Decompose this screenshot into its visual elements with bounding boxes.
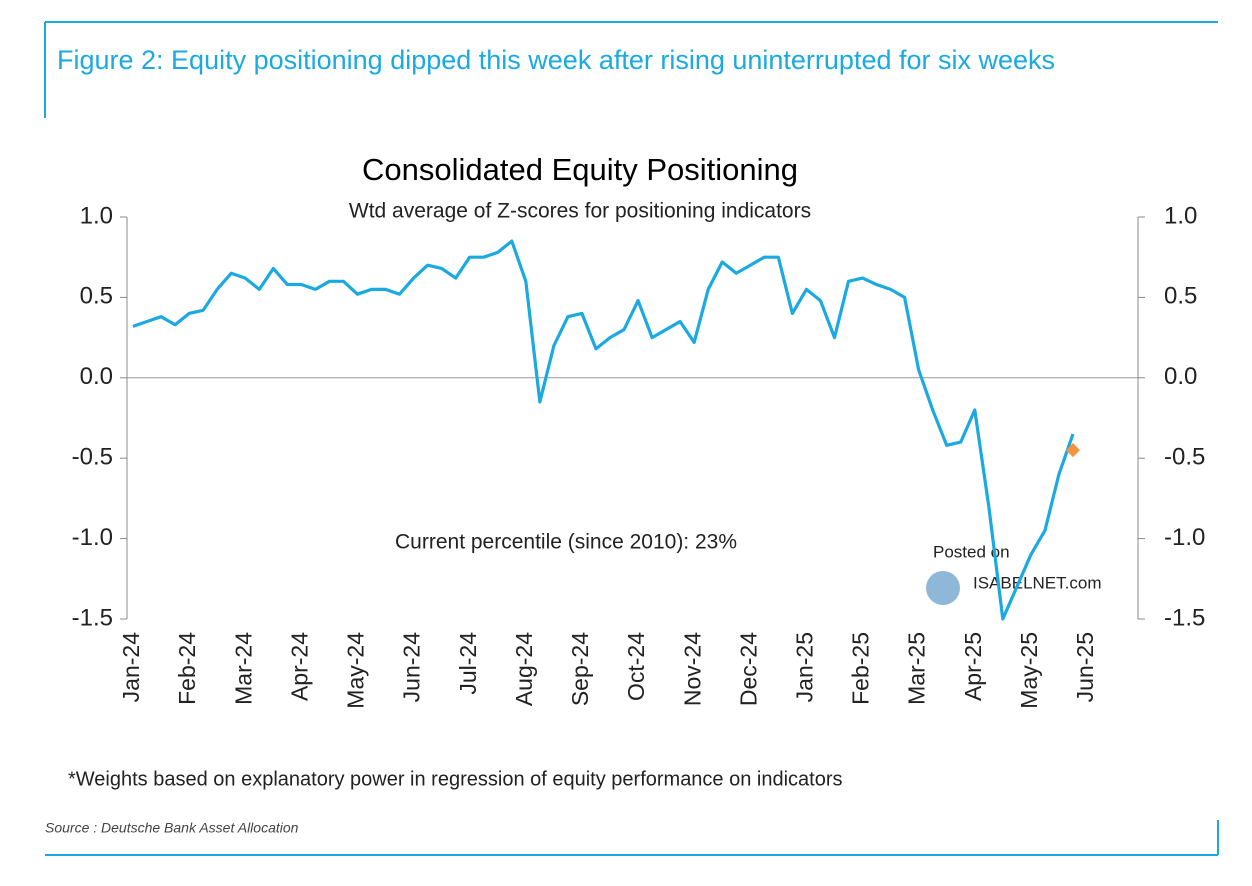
y-tick-label: 1.0: [80, 202, 113, 229]
x-tick-label: May-25: [1016, 632, 1042, 709]
watermark: Posted on: [933, 542, 1010, 561]
y-tick-label: 0.0: [80, 363, 113, 390]
x-tick-label: Jun-24: [399, 632, 425, 703]
y2-tick-label: -1.0: [1164, 524, 1205, 551]
watermark: ISABELNET.com: [973, 573, 1102, 592]
y2-tick-label: 1.0: [1164, 202, 1197, 229]
x-tick-label: Jul-24: [455, 632, 481, 695]
x-tick-label: Sep-24: [567, 632, 593, 706]
y2-tick-label: 0.0: [1164, 363, 1197, 390]
x-tick-label: Jun-25: [1072, 632, 1098, 702]
x-tick-label: Jan-24: [118, 632, 144, 703]
x-tick-label: Mar-24: [230, 632, 256, 705]
x-tick-label: Apr-24: [286, 632, 312, 701]
y2-tick-label: -1.5: [1164, 604, 1205, 631]
source: Source : Deutsche Bank Asset Allocation: [45, 820, 299, 836]
x-tick-label: Aug-24: [511, 632, 537, 706]
y-tick-label: -1.0: [72, 524, 113, 551]
y2-tick-label: 0.5: [1164, 283, 1197, 310]
y-tick-label: -0.5: [72, 444, 113, 471]
footnote: *Weights based on explanatory power in r…: [68, 768, 843, 790]
x-tick-label: Dec-24: [735, 632, 761, 706]
y-tick-label: -1.5: [72, 604, 113, 631]
chart-title: Consolidated Equity Positioning: [362, 152, 798, 187]
x-tick-label: Mar-25: [904, 632, 930, 705]
series-line: [132, 239, 1075, 621]
x-tick-label: Feb-25: [848, 632, 874, 705]
x-tick-label: Nov-24: [679, 632, 705, 706]
figure-title: Figure 2: Equity positioning dipped this…: [57, 45, 1056, 75]
point-marker: [1065, 443, 1080, 458]
subtitle: Wtd average of Z-scores for positioning …: [349, 200, 811, 223]
x-tick-label: May-24: [343, 632, 369, 709]
x-tick-label: Jan-25: [791, 632, 817, 702]
annotation: Current percentile (since 2010): 23%: [395, 531, 737, 554]
y-tick-label: 0.5: [80, 283, 113, 310]
x-tick-label: Apr-25: [960, 632, 986, 701]
y2-tick-label: -0.5: [1164, 444, 1205, 471]
watermark-logo: [926, 571, 960, 605]
x-tick-label: Feb-24: [174, 632, 200, 705]
x-tick-label: Oct-24: [623, 632, 649, 701]
